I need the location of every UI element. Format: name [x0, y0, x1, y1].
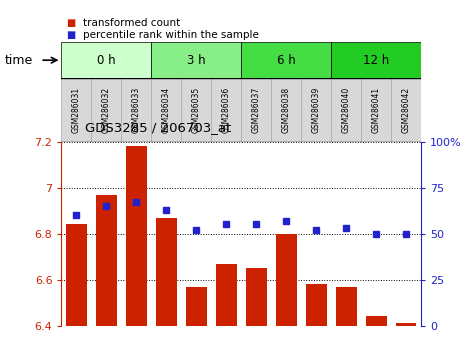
- Text: GSM286034: GSM286034: [162, 87, 171, 133]
- Text: GSM286042: GSM286042: [402, 87, 411, 133]
- Bar: [126, 146, 147, 326]
- Bar: [122, 78, 151, 142]
- Bar: [395, 324, 416, 326]
- Bar: [151, 42, 241, 78]
- Bar: [211, 78, 241, 142]
- Text: time: time: [5, 54, 33, 67]
- Text: 3 h: 3 h: [187, 54, 206, 67]
- Bar: [366, 316, 386, 326]
- Text: GDS3285 / 206703_at: GDS3285 / 206703_at: [85, 121, 231, 135]
- Bar: [61, 78, 91, 142]
- Bar: [186, 287, 207, 326]
- Text: ■: ■: [66, 30, 76, 40]
- Bar: [391, 78, 421, 142]
- Bar: [151, 78, 181, 142]
- Text: GSM286032: GSM286032: [102, 87, 111, 133]
- Bar: [156, 218, 177, 326]
- Bar: [301, 78, 331, 142]
- Bar: [246, 268, 267, 326]
- Bar: [361, 78, 391, 142]
- Bar: [271, 78, 301, 142]
- Text: 12 h: 12 h: [363, 54, 389, 67]
- Text: 0 h: 0 h: [97, 54, 116, 67]
- Text: GSM286035: GSM286035: [192, 87, 201, 133]
- Text: percentile rank within the sample: percentile rank within the sample: [83, 30, 259, 40]
- Bar: [241, 78, 271, 142]
- Bar: [66, 224, 87, 326]
- Bar: [331, 42, 421, 78]
- Text: GSM286039: GSM286039: [312, 87, 321, 133]
- Bar: [306, 284, 326, 326]
- Bar: [181, 78, 211, 142]
- Text: GSM286038: GSM286038: [281, 87, 291, 133]
- Text: transformed count: transformed count: [83, 18, 180, 28]
- Text: ■: ■: [66, 18, 76, 28]
- Bar: [241, 42, 331, 78]
- Bar: [96, 195, 117, 326]
- Bar: [61, 42, 151, 78]
- Text: GSM286037: GSM286037: [252, 87, 261, 133]
- Text: GSM286031: GSM286031: [72, 87, 81, 133]
- Text: GSM286041: GSM286041: [371, 87, 381, 133]
- Text: 6 h: 6 h: [277, 54, 296, 67]
- Bar: [331, 78, 361, 142]
- Bar: [276, 234, 297, 326]
- Text: GSM286040: GSM286040: [342, 87, 350, 133]
- Bar: [216, 264, 236, 326]
- Text: GSM286033: GSM286033: [132, 87, 141, 133]
- Text: GSM286036: GSM286036: [222, 87, 231, 133]
- Bar: [91, 78, 122, 142]
- Bar: [336, 287, 357, 326]
